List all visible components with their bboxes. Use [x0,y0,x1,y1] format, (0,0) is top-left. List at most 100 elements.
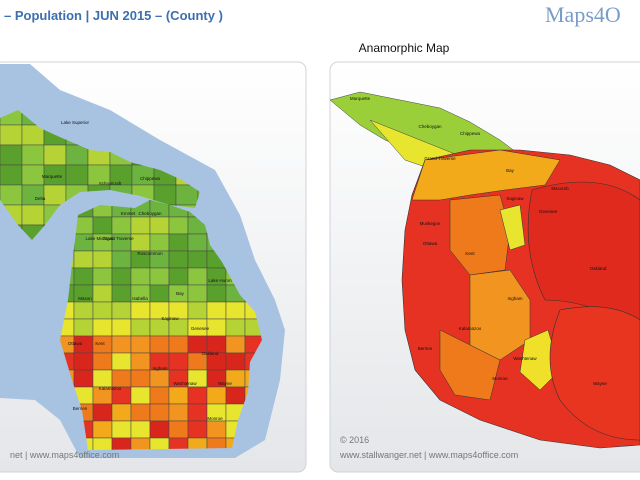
county [21,164,45,186]
county-label: Mason [78,296,92,301]
county [149,284,170,303]
county [0,144,23,166]
county-label: Lake Huron [208,278,232,283]
county-label: Roscommon [137,251,163,256]
county [131,164,155,186]
county [187,233,208,252]
county [111,301,132,320]
county-label: Berrien [73,406,88,411]
county [168,318,189,337]
county-label: Isabella [132,296,148,301]
county [73,369,94,388]
county-label: Kent [465,251,475,256]
county-label: Ottawa [423,241,438,246]
county [149,369,170,388]
county [111,420,132,439]
county [73,250,94,269]
logo: Maps4O [545,2,621,27]
county [149,386,170,405]
county [92,403,113,422]
county [197,184,200,206]
county [225,318,246,337]
county [206,284,227,303]
county [130,386,151,405]
county-label: Ottawa [68,341,83,346]
region [519,329,561,391]
county [168,335,189,354]
county [168,267,189,286]
county [43,184,67,206]
county [73,318,94,337]
county [187,403,208,422]
county [92,267,113,286]
county [0,124,23,146]
county-label: Lake Michigan [85,236,115,241]
county-label: Monroe [492,376,508,381]
county [206,386,227,405]
left-footer: net | www.maps4office.com [10,450,119,460]
county [149,267,170,286]
county [92,250,113,269]
county [187,284,208,303]
county [111,267,132,286]
county [92,284,113,303]
county [130,233,151,252]
county [73,301,94,320]
county [21,184,45,206]
county [21,204,45,226]
county [111,335,132,354]
county [225,352,246,371]
county [206,301,227,320]
page-title: – Population | JUN 2015 – (County ) [4,8,223,23]
county [187,301,208,320]
county-label: Washtenaw [173,381,197,386]
county-label: Ingham [507,296,522,301]
county-label: Saginaw [161,316,179,321]
county [92,352,113,371]
region [411,149,561,201]
region [549,306,640,441]
county [168,233,189,252]
county [187,250,208,269]
county [130,318,151,337]
county-label: Kalamazoo [99,386,122,391]
region [449,194,511,276]
county-label: Chippewa [460,131,481,136]
county-label: Ingham [152,366,167,371]
county [168,352,189,371]
county [92,318,113,337]
county [111,318,132,337]
county [0,184,23,206]
county-label: Genesee [191,326,210,331]
county [149,403,170,422]
county-label: Cheboygan [138,211,162,216]
county [92,301,113,320]
county-label: Wayne [593,381,607,386]
county [43,144,67,166]
county [149,420,170,439]
county-label: Delta [35,196,46,201]
county-label: Washtenaw [513,356,537,361]
county [73,352,94,371]
county [73,267,94,286]
county [111,403,132,422]
county-label: Cheboygan [418,124,442,129]
county [65,164,89,186]
county [149,335,170,354]
county-label: Kalamazoo [459,326,482,331]
anamorphic-map [329,91,640,449]
county [168,386,189,405]
county [130,369,151,388]
county [111,352,132,371]
county [92,369,113,388]
county [130,267,151,286]
county-label: Marquette [350,96,371,101]
county-label: Oakland [202,351,219,356]
county [111,250,132,269]
copyright: © 2016 [340,435,369,445]
county [130,335,151,354]
county-label: Emmet [121,211,136,216]
county-label: Grand Traverse [102,236,134,241]
county [225,301,246,320]
